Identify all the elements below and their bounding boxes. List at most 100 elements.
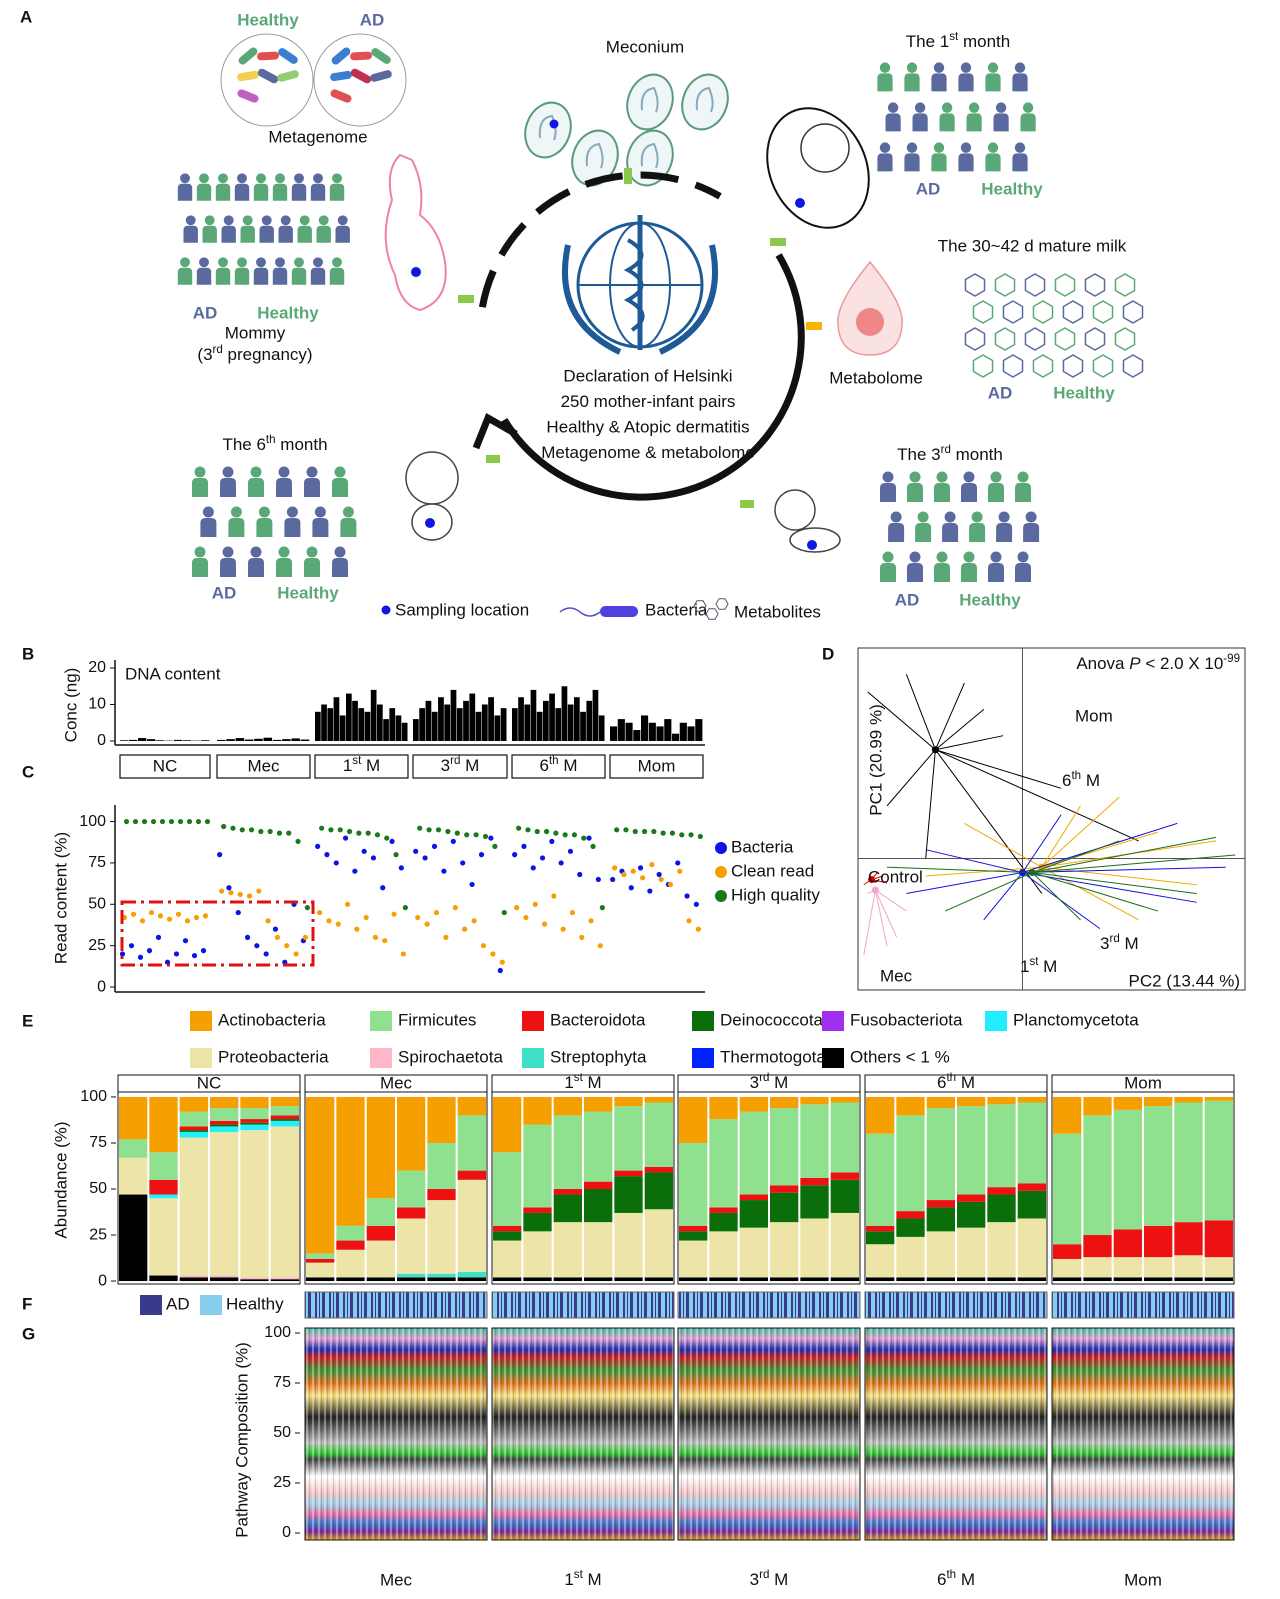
pca-ray: [935, 749, 1139, 842]
bar-segment: [457, 1179, 486, 1272]
bar-segment: [427, 1096, 456, 1143]
person-body: [985, 73, 1001, 92]
person-head: [306, 466, 318, 478]
person-body: [215, 183, 231, 201]
point: [304, 905, 310, 911]
bar: [450, 689, 457, 741]
point: [402, 905, 408, 911]
point: [621, 871, 627, 878]
point: [226, 885, 232, 891]
bar-segment: [584, 1189, 613, 1223]
group-label: Mom: [638, 756, 676, 775]
person-body: [278, 225, 293, 243]
legend-swatch: [200, 1295, 222, 1315]
bar-segment: [800, 1218, 829, 1278]
point: [230, 825, 236, 831]
point: [422, 855, 428, 861]
point: [523, 914, 529, 921]
bar: [672, 733, 680, 741]
bar-segment: [457, 1115, 486, 1171]
y-axis-title: PC1 (20.99 %): [866, 704, 885, 816]
sampling-tick: [770, 238, 786, 246]
point: [363, 914, 369, 921]
bar-segment: [926, 1231, 955, 1278]
bar: [574, 697, 580, 741]
person-head: [342, 506, 354, 518]
bar-segment: [896, 1211, 925, 1219]
person-head: [909, 551, 921, 563]
bar-segment: [1017, 1277, 1046, 1282]
point: [497, 967, 503, 974]
bar: [469, 693, 476, 741]
person-body: [985, 153, 1001, 172]
y-axis-title: Pathway Composition (%): [232, 1342, 251, 1538]
facet-frame: [491, 1091, 675, 1285]
label: AD: [895, 590, 920, 609]
person-body: [332, 558, 348, 577]
group-label: 6th M: [540, 755, 578, 775]
text-part: st: [574, 1072, 584, 1084]
point: [641, 828, 648, 835]
group-label: Mec: [247, 756, 280, 775]
legend-swatch: [522, 1048, 544, 1068]
group-label: 3rd M: [441, 755, 480, 775]
bar-segment: [1083, 1235, 1112, 1258]
legend-dot: [381, 605, 391, 615]
bar-segment: [240, 1122, 269, 1125]
person-head: [1025, 511, 1037, 523]
bar-segment: [866, 1231, 895, 1245]
bar-segment: [1017, 1218, 1046, 1278]
bar-segment: [179, 1096, 208, 1112]
bar-segment: [644, 1209, 673, 1278]
bar-segment: [830, 1096, 859, 1103]
bar-segment: [800, 1277, 829, 1282]
bar-segment: [614, 1212, 643, 1278]
point: [675, 860, 681, 866]
bar-segment: [397, 1277, 426, 1282]
pca-ray: [1032, 836, 1217, 873]
bar-segment: [270, 1277, 299, 1280]
person-body: [1012, 153, 1028, 172]
person-head: [218, 173, 228, 184]
point: [688, 832, 694, 838]
bar: [536, 711, 543, 741]
bar-segment: [240, 1096, 269, 1109]
person-head: [998, 511, 1010, 523]
bar: [291, 738, 300, 741]
legend-text: Bacteria: [645, 600, 708, 619]
bar: [543, 700, 549, 741]
person-head: [242, 215, 253, 226]
text-part: -99: [1223, 653, 1240, 665]
point: [202, 913, 209, 919]
person-head: [256, 257, 266, 268]
y-tick-label: 0: [282, 1524, 291, 1541]
person-head: [185, 215, 196, 226]
point: [146, 948, 153, 954]
text-part: The 6: [222, 435, 265, 454]
bar-segment: [493, 1225, 522, 1232]
text-part: M: [1120, 934, 1139, 953]
person-head: [334, 546, 346, 558]
pca-ray: [1041, 805, 1081, 868]
bar-segment: [739, 1194, 768, 1201]
point: [284, 943, 290, 949]
bar-segment: [397, 1273, 426, 1278]
bar-segment: [830, 1179, 859, 1213]
label: Healthy: [959, 590, 1021, 609]
bar-segment: [614, 1170, 643, 1177]
bar-segment: [770, 1185, 799, 1193]
bar-segment: [523, 1096, 552, 1125]
legend-text: Deinococcota: [720, 1010, 824, 1029]
person-head: [933, 62, 945, 73]
bar-segment: [523, 1207, 552, 1213]
label: Healthy: [981, 179, 1043, 198]
group-label-box: [511, 754, 606, 779]
bar: [625, 722, 633, 741]
text-part: M: [361, 756, 380, 775]
point: [415, 914, 421, 921]
bar-segment: [397, 1096, 426, 1171]
point: [119, 951, 126, 957]
person-head: [237, 257, 247, 268]
legend-swatch: [822, 1048, 844, 1068]
bar: [580, 711, 586, 741]
